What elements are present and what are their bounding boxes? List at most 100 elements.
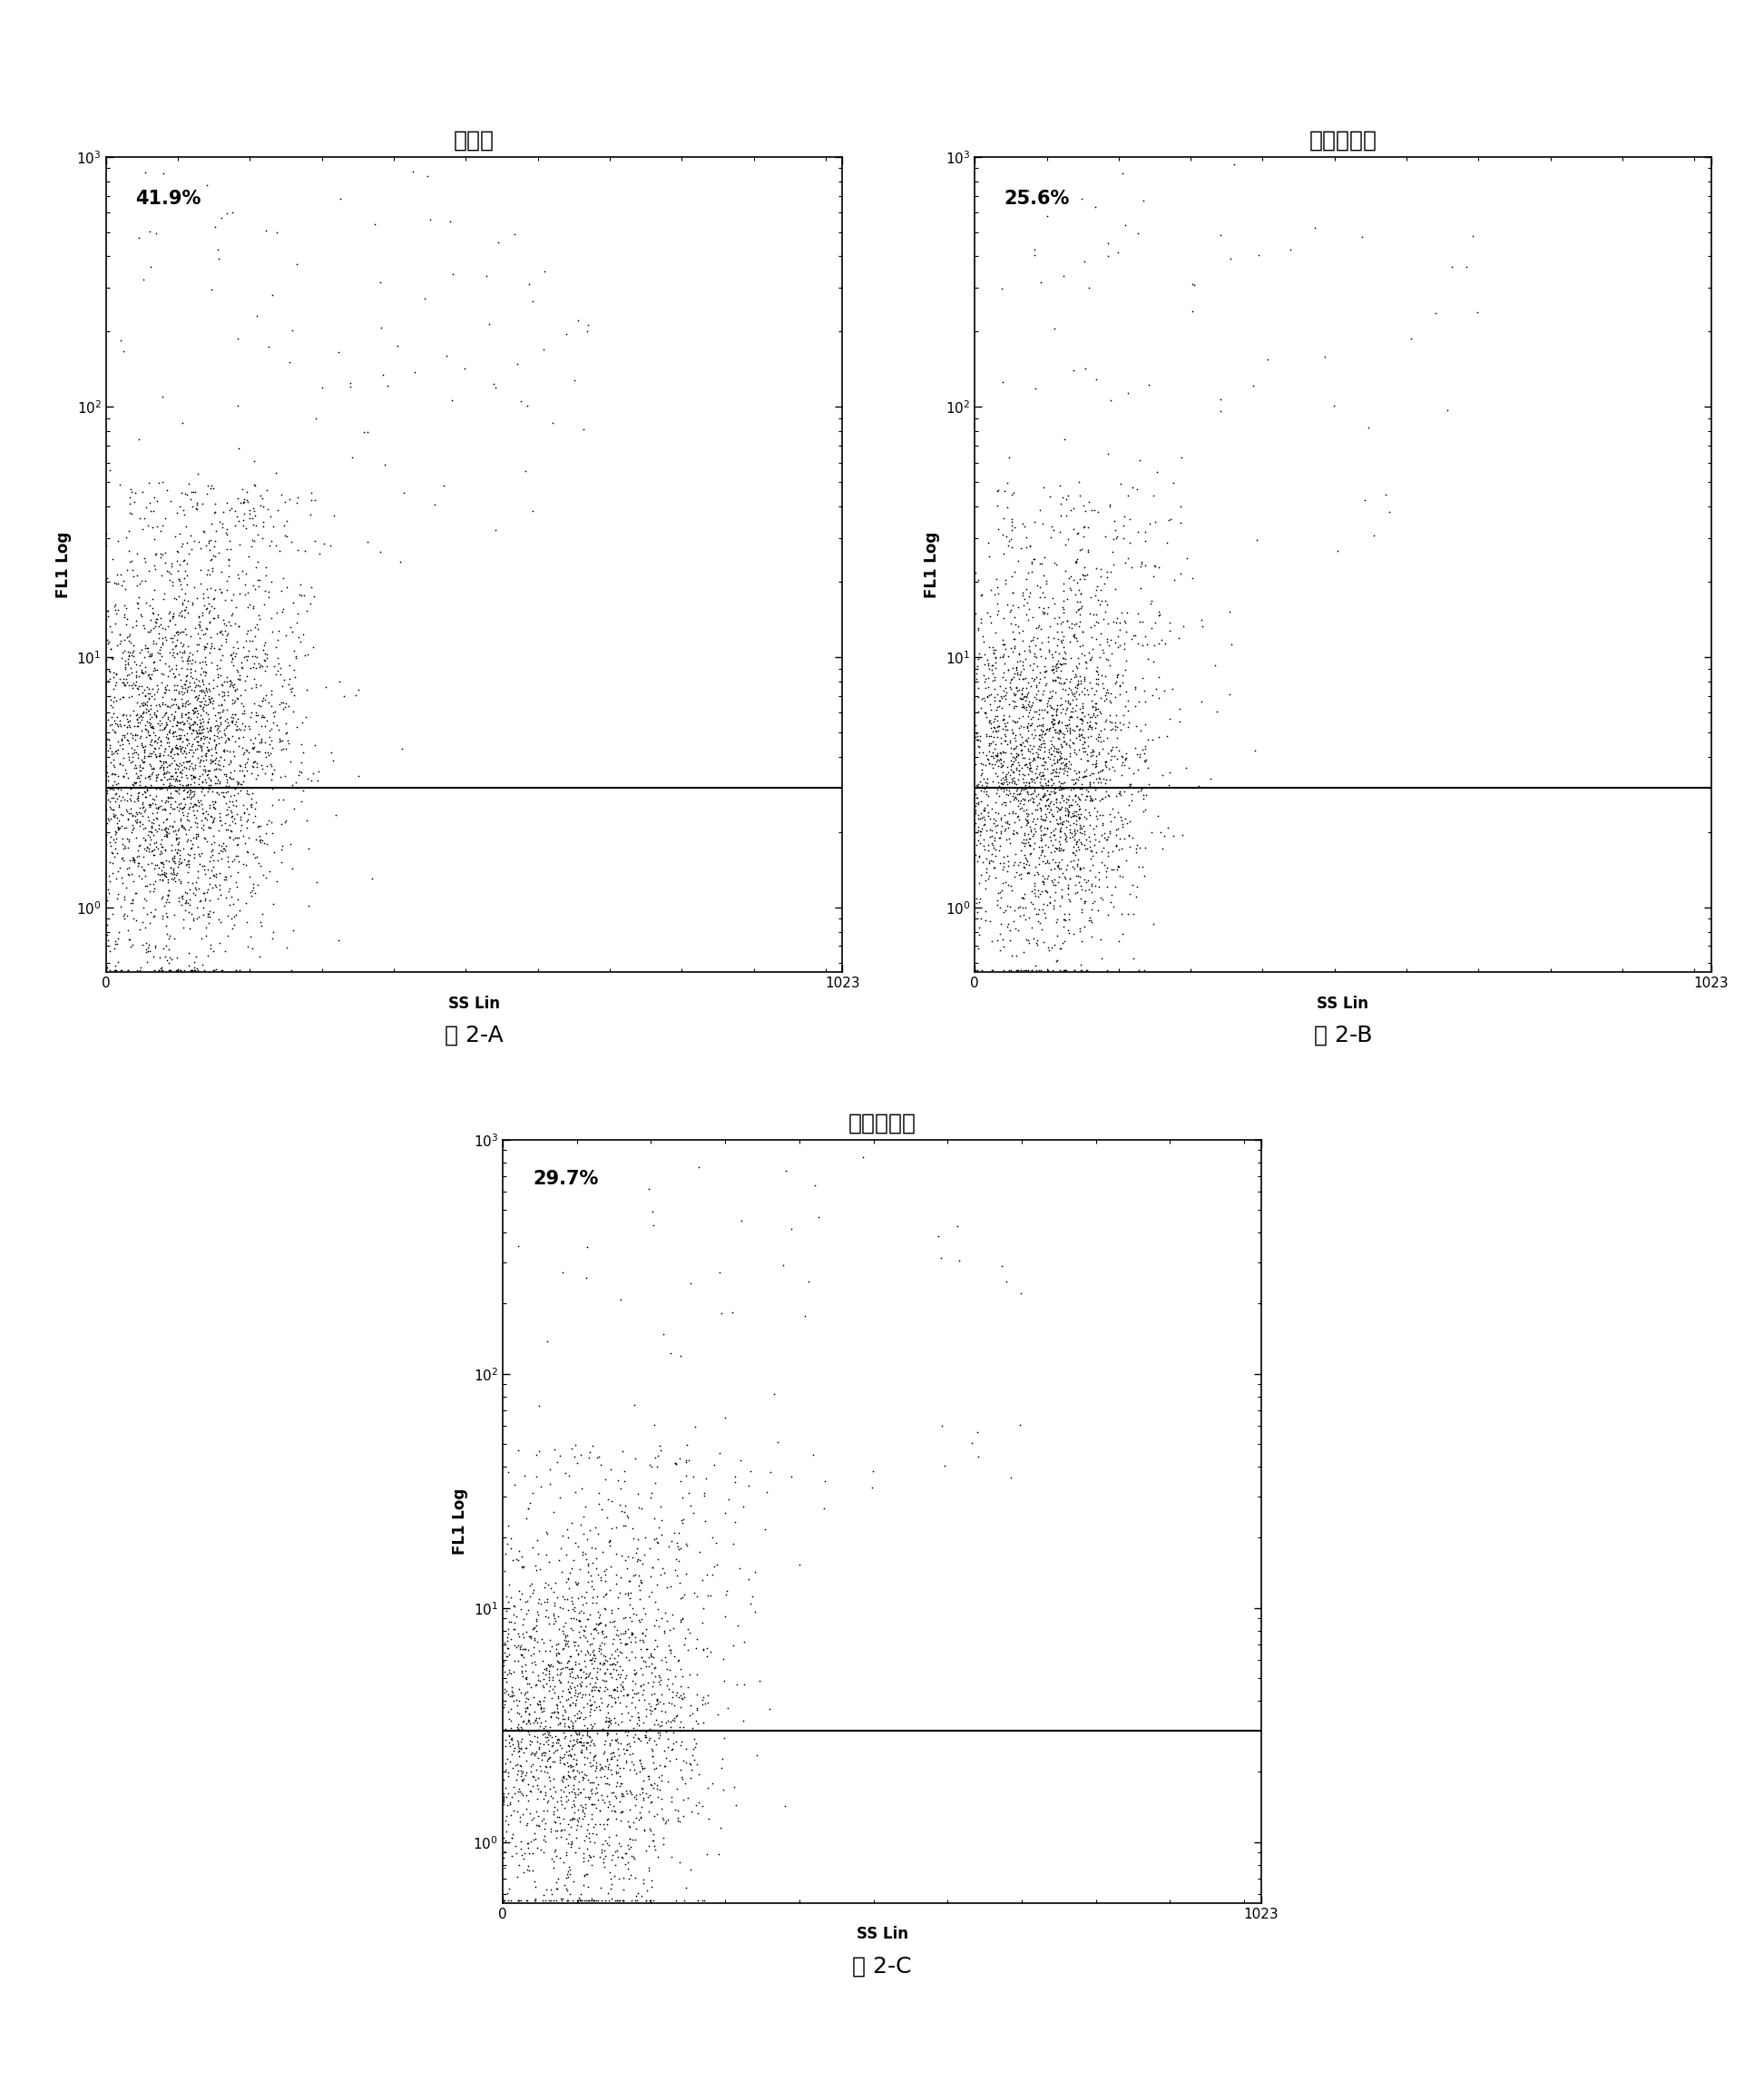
Point: [243, 544, 272, 577]
Point: [626, 1744, 654, 1777]
Point: [561, 1715, 589, 1748]
Point: [185, 688, 213, 721]
Point: [616, 1821, 644, 1855]
Point: [520, 1681, 549, 1715]
Point: [538, 1729, 566, 1763]
Point: [545, 1637, 573, 1671]
Point: [1044, 807, 1073, 841]
Point: [593, 1750, 621, 1784]
Point: [566, 1725, 594, 1759]
Point: [95, 826, 123, 859]
Point: [109, 600, 138, 634]
Point: [141, 573, 169, 606]
Point: [970, 792, 998, 826]
Point: [175, 686, 203, 719]
Point: [1050, 751, 1078, 784]
Point: [1050, 903, 1078, 937]
Point: [106, 468, 134, 502]
Point: [607, 1472, 635, 1506]
Point: [284, 598, 312, 631]
Point: [205, 600, 233, 634]
Point: [122, 876, 150, 910]
Point: [136, 698, 164, 732]
Point: [963, 815, 991, 849]
Point: [1071, 351, 1099, 385]
Point: [596, 1679, 624, 1713]
Point: [99, 684, 127, 717]
Point: [176, 778, 205, 811]
Point: [176, 709, 205, 742]
Point: [505, 1725, 533, 1759]
Point: [1000, 510, 1028, 544]
Point: [1067, 667, 1095, 700]
Point: [180, 705, 208, 738]
Point: [1007, 953, 1035, 987]
Point: [489, 1840, 517, 1874]
Point: [1000, 845, 1028, 878]
Point: [191, 755, 219, 788]
Point: [180, 799, 208, 832]
Point: [210, 606, 238, 640]
Point: [614, 1828, 642, 1861]
Point: [212, 625, 240, 659]
Point: [540, 1696, 568, 1729]
Point: [220, 707, 249, 740]
Point: [152, 673, 180, 707]
Point: [568, 1535, 596, 1568]
Point: [1062, 868, 1090, 901]
Point: [534, 1784, 563, 1817]
Point: [542, 1884, 570, 1917]
Point: [529, 1782, 557, 1815]
Point: [573, 1602, 602, 1635]
Point: [252, 638, 280, 671]
Point: [499, 1612, 527, 1646]
Point: [141, 688, 169, 721]
Point: [1028, 749, 1057, 782]
Point: [1002, 730, 1030, 763]
Point: [183, 818, 212, 851]
Point: [1051, 809, 1080, 843]
Point: [997, 560, 1025, 594]
Point: [247, 700, 275, 734]
Point: [432, 339, 460, 372]
Point: [623, 1782, 651, 1815]
Point: [598, 1679, 626, 1713]
Point: [242, 468, 270, 502]
Point: [242, 744, 270, 778]
Point: [547, 1882, 575, 1915]
Point: [577, 1675, 605, 1708]
Point: [1000, 849, 1028, 882]
Point: [1097, 751, 1125, 784]
Point: [564, 1756, 593, 1790]
Point: [159, 855, 187, 889]
Point: [178, 728, 206, 761]
Point: [109, 880, 138, 914]
Point: [586, 1690, 614, 1723]
Point: [582, 1671, 610, 1704]
Point: [587, 1493, 616, 1526]
Point: [534, 1662, 563, 1696]
Point: [669, 1602, 697, 1635]
Point: [473, 259, 501, 293]
Point: [150, 857, 178, 891]
Point: [235, 575, 263, 608]
Point: [296, 498, 325, 531]
Point: [1013, 677, 1041, 711]
Point: [508, 1756, 536, 1790]
Point: [116, 638, 145, 671]
Point: [115, 680, 143, 713]
Point: [243, 565, 272, 598]
Point: [605, 1740, 633, 1773]
Point: [624, 1491, 653, 1524]
Point: [603, 1681, 632, 1715]
Point: [228, 646, 256, 680]
Point: [205, 709, 233, 742]
Point: [559, 1752, 587, 1786]
Point: [499, 1598, 527, 1631]
Point: [1078, 757, 1106, 790]
Point: [169, 588, 198, 621]
Point: [104, 790, 132, 824]
Point: [178, 876, 206, 910]
Point: [152, 859, 180, 893]
Point: [494, 1585, 522, 1618]
